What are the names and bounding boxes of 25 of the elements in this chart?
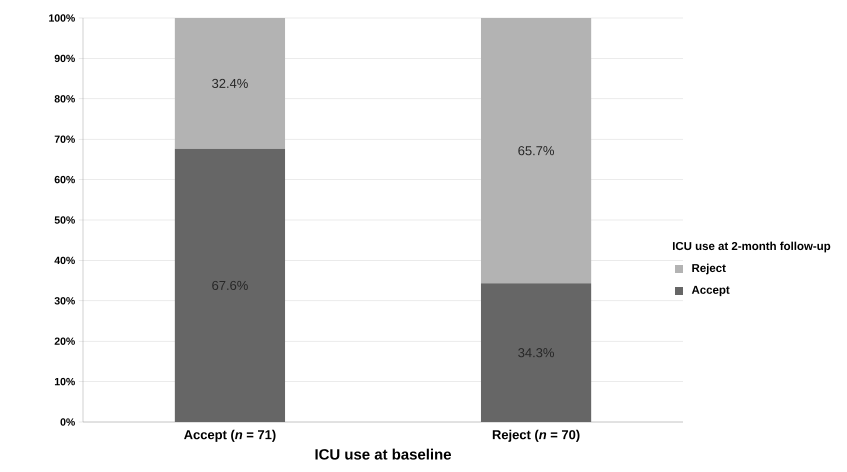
bar [174,148,286,422]
y-tick-label: 90% [54,54,75,62]
x-axis-title: ICU use at baseline [315,448,451,460]
x-tick-label: Accept (n = 71) [184,430,276,442]
y-tick-label: 70% [54,136,75,143]
y-tick-label: 10% [54,378,75,386]
data-label: 34.3% [518,348,554,358]
x-tick-label: Reject (n = 70) [492,430,580,442]
legend-label: Reject [692,264,726,274]
data-label: 67.6% [212,280,248,290]
bar [480,18,592,284]
y-tick-label: 0% [60,418,75,426]
y-tick-label: 60% [54,176,75,184]
data-label: 32.4% [212,78,248,88]
y-tick-label: 80% [54,95,75,103]
y-tick-label: 20% [54,338,75,345]
bar [480,283,592,422]
bar [174,18,286,149]
legend-title: ICU use at 2-month follow-up [672,242,830,252]
data-label: 65.7% [518,146,554,156]
y-tick-label: 30% [54,297,75,305]
y-tick-label: 40% [54,256,75,264]
y-tick-label: 50% [54,216,75,224]
legend-label: Accept [692,286,730,296]
y-tick-label: 100% [49,14,75,22]
